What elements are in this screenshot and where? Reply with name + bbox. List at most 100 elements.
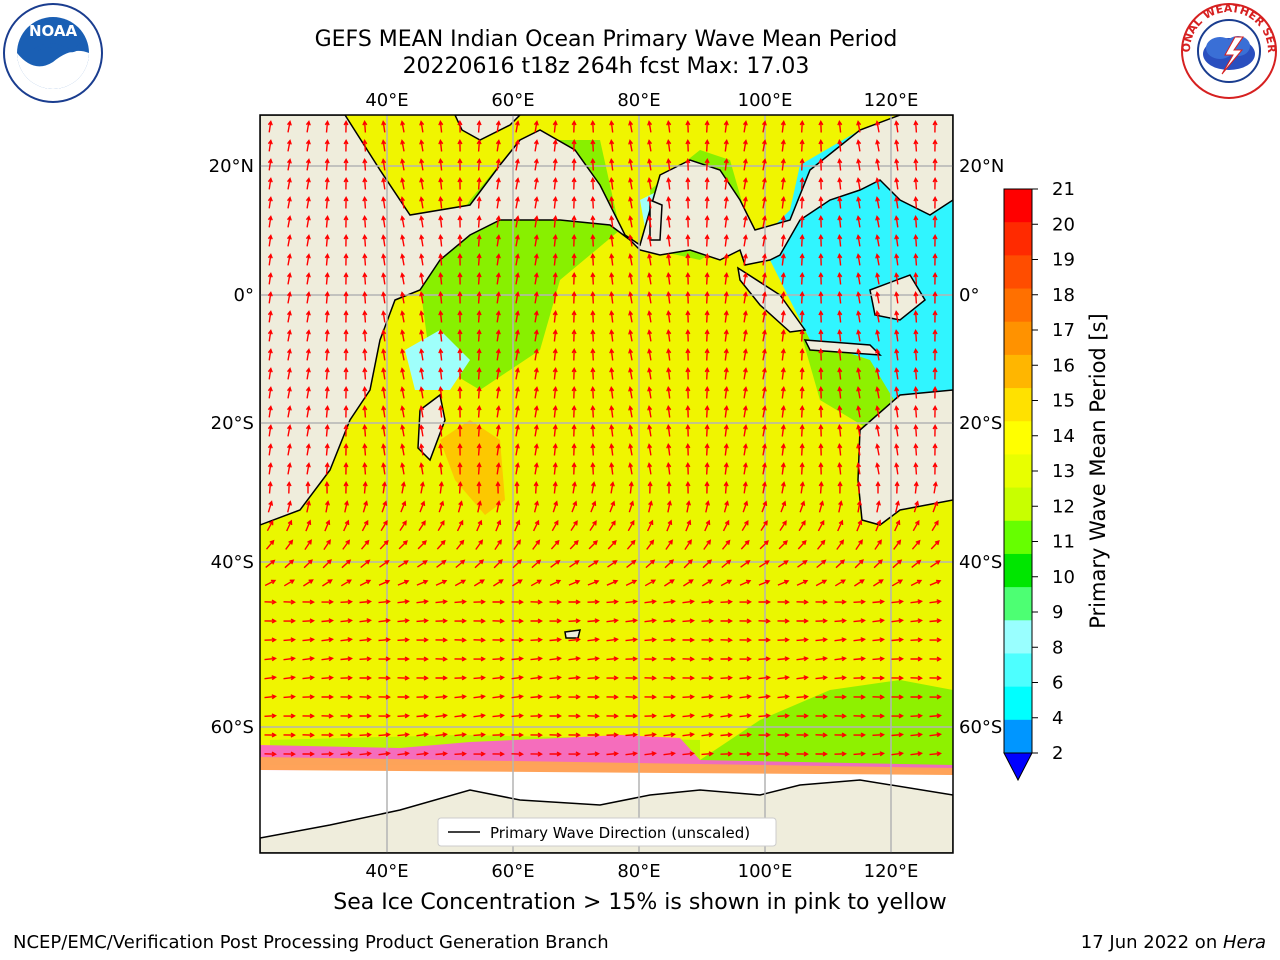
wave-arrow <box>532 539 541 550</box>
wave-arrow <box>666 196 672 209</box>
land-madagascar <box>417 393 446 462</box>
wave-arrow <box>267 139 273 152</box>
wave-arrow <box>741 520 749 532</box>
wave-arrow <box>495 272 501 285</box>
wave-arrow <box>853 618 866 624</box>
wave-arrow <box>587 599 600 605</box>
wave-arrow <box>625 618 638 624</box>
wave-arrow <box>286 120 292 133</box>
wave-arrow <box>321 618 334 624</box>
wave-arrow <box>817 519 825 532</box>
wave-arrow <box>264 713 277 719</box>
wave-arrow <box>454 694 467 700</box>
wave-arrow <box>264 751 277 757</box>
wave-arrow <box>818 481 824 494</box>
wave-arrow <box>305 462 311 475</box>
wave-arrow <box>701 579 713 587</box>
wave-arrow <box>626 539 636 550</box>
wave-arrow <box>723 443 729 456</box>
wave-arrow <box>571 310 577 323</box>
wave-arrow <box>267 500 274 513</box>
wave-arrow <box>647 348 653 361</box>
wave-arrow <box>265 539 275 550</box>
wave-arrow <box>568 751 581 757</box>
wave-arrow <box>493 559 503 569</box>
wave-arrow <box>777 732 790 738</box>
wave-arrow <box>835 559 846 569</box>
wave-arrow <box>666 139 672 152</box>
wave-arrow <box>571 386 577 399</box>
wave-arrow <box>381 386 387 399</box>
wave-arrow <box>609 196 615 209</box>
wave-arrow <box>419 139 425 152</box>
wave-arrow <box>381 462 387 475</box>
wave-arrow <box>476 253 482 266</box>
wave-arrow <box>419 348 425 361</box>
wave-arrow <box>287 500 292 513</box>
wave-arrow <box>324 519 331 532</box>
wave-arrow <box>761 291 767 304</box>
wave-arrow <box>418 520 426 531</box>
wave-arrow <box>381 310 387 323</box>
wave-arrow <box>627 519 635 532</box>
wave-arrow <box>305 424 311 437</box>
wave-arrow <box>720 732 733 738</box>
wave-arrow <box>910 675 923 681</box>
wave-arrow <box>666 500 672 513</box>
wave-arrow <box>666 120 672 133</box>
wave-arrow <box>419 158 425 171</box>
wave-arrow <box>913 120 919 133</box>
wave-arrow <box>663 618 676 624</box>
wave-arrow <box>283 713 296 719</box>
wave-arrow <box>779 520 787 531</box>
colorbar-tick-label: 18 <box>1052 285 1075 306</box>
wave-arrow <box>343 139 349 152</box>
wave-arrow <box>552 158 558 171</box>
wave-arrow <box>549 694 562 700</box>
wave-arrow <box>264 637 277 643</box>
wave-arrow <box>720 713 733 719</box>
wave-arrow <box>531 559 542 569</box>
wave-arrow <box>362 424 368 437</box>
wave-arrow <box>397 637 410 643</box>
wave-arrow <box>666 234 672 247</box>
wave-arrow <box>874 539 882 550</box>
wave-arrow <box>286 367 292 380</box>
wave-direction-arrows <box>264 120 942 757</box>
wave-arrow <box>552 462 558 475</box>
wave-arrow <box>473 713 486 719</box>
legend-box <box>437 817 777 847</box>
wave-arrow <box>286 519 293 532</box>
wave-arrow <box>742 462 748 475</box>
wave-arrow <box>264 675 277 681</box>
wave-arrow <box>343 120 349 133</box>
wave-arrow <box>359 618 372 624</box>
wave-arrow <box>796 637 809 643</box>
wave-arrow <box>780 481 786 494</box>
wave-arrow <box>685 177 691 190</box>
wave-arrow <box>283 694 296 700</box>
wave-arrow <box>742 329 748 342</box>
wave-arrow <box>305 215 311 228</box>
wave-arrow <box>381 253 387 266</box>
wave-arrow <box>457 272 463 285</box>
wave-arrow <box>872 599 885 605</box>
wave-arrow <box>435 656 448 662</box>
wave-arrow <box>419 234 425 247</box>
plot-title: GEFS MEAN Indian Ocean Primary Wave Mean… <box>314 27 898 52</box>
wave-arrow <box>400 386 406 399</box>
lat-label-right: 40°S <box>959 552 1002 573</box>
wave-arrow <box>856 158 862 171</box>
wave-arrow <box>552 367 558 380</box>
wave-arrow <box>419 462 425 475</box>
wave-arrow <box>606 599 619 605</box>
wave-arrow <box>533 272 539 285</box>
wave-arrow <box>666 443 672 456</box>
wave-arrow <box>837 367 843 380</box>
colorbar-tick-label: 16 <box>1052 355 1075 376</box>
wave-arrow <box>438 139 444 152</box>
wave-arrow <box>305 234 311 247</box>
wave-arrow <box>856 386 862 399</box>
wave-arrow <box>932 424 938 437</box>
wave-arrow <box>492 618 505 624</box>
